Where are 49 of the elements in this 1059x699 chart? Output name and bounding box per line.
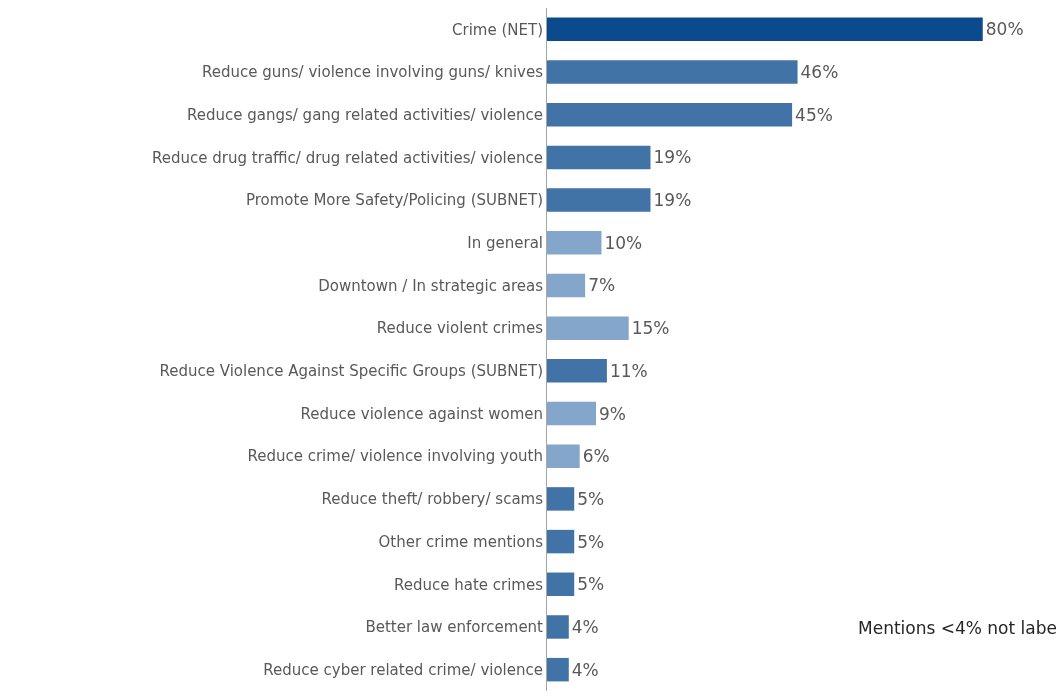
bar — [547, 231, 602, 255]
y-tick-label: Reduce theft/ robbery/ scams — [321, 490, 544, 509]
data-label: 5% — [577, 531, 605, 552]
y-tick-label: Better law enforcement — [365, 618, 544, 637]
data-label: 46% — [800, 62, 839, 83]
bar — [547, 572, 575, 597]
bar — [547, 60, 798, 84]
bar — [547, 359, 607, 383]
bar — [547, 487, 575, 511]
data-label: 19% — [653, 147, 692, 168]
y-tick-label: Reduce Violence Against Specific Groups (SUBNET) — [159, 362, 543, 381]
data-label: 80% — [985, 19, 1024, 40]
data-label: 19% — [653, 190, 692, 211]
data-label: 5% — [577, 488, 605, 509]
bar — [547, 401, 597, 426]
bar — [547, 145, 651, 170]
y-tick-label: Other crime mentions — [378, 532, 544, 551]
y-tick-label: Reduce violent crimes — [376, 319, 544, 338]
bar — [547, 188, 651, 212]
bar — [547, 102, 793, 127]
data-label: 45% — [795, 104, 833, 125]
annotation: Mentions <4% not labe — [858, 618, 1057, 638]
data-label: 10% — [604, 232, 643, 253]
bar — [547, 316, 629, 340]
y-tick-label: Reduce hate crimes — [393, 575, 544, 594]
y-tick-label: Reduce guns/ violence involving guns/ knives — [202, 63, 544, 82]
bar — [547, 529, 575, 554]
bar — [547, 615, 569, 639]
data-label: 9% — [599, 403, 626, 424]
y-tick-label: Downtown / In strategic areas — [318, 276, 544, 295]
bar — [547, 273, 586, 298]
data-label: 6% — [582, 446, 610, 467]
y-tick-label: Promote More Safety/Policing (SUBNET) — [245, 191, 543, 210]
bar — [547, 444, 580, 468]
y-tick-label: Reduce gangs/ gang related activities/ violence — [186, 105, 543, 124]
bar — [547, 17, 983, 42]
y-tick-label: In general — [467, 234, 543, 253]
y-tick-label: Reduce cyber related crime/ violence — [263, 660, 543, 679]
y-tick-label: Crime (NET) — [452, 20, 543, 39]
data-label: 4% — [571, 616, 599, 637]
data-label: 7% — [588, 275, 616, 296]
y-tick-label: Reduce violence against women — [300, 404, 543, 423]
bar — [547, 657, 569, 682]
y-tick-label: Reduce crime/ violence involving youth — [247, 447, 543, 466]
data-label: 11% — [609, 360, 648, 381]
data-label: 5% — [577, 574, 605, 595]
data-label: 4% — [571, 659, 599, 680]
data-label: 15% — [631, 318, 670, 339]
y-tick-label: Reduce drug traffic/ drug related activities/ violence — [152, 148, 543, 167]
